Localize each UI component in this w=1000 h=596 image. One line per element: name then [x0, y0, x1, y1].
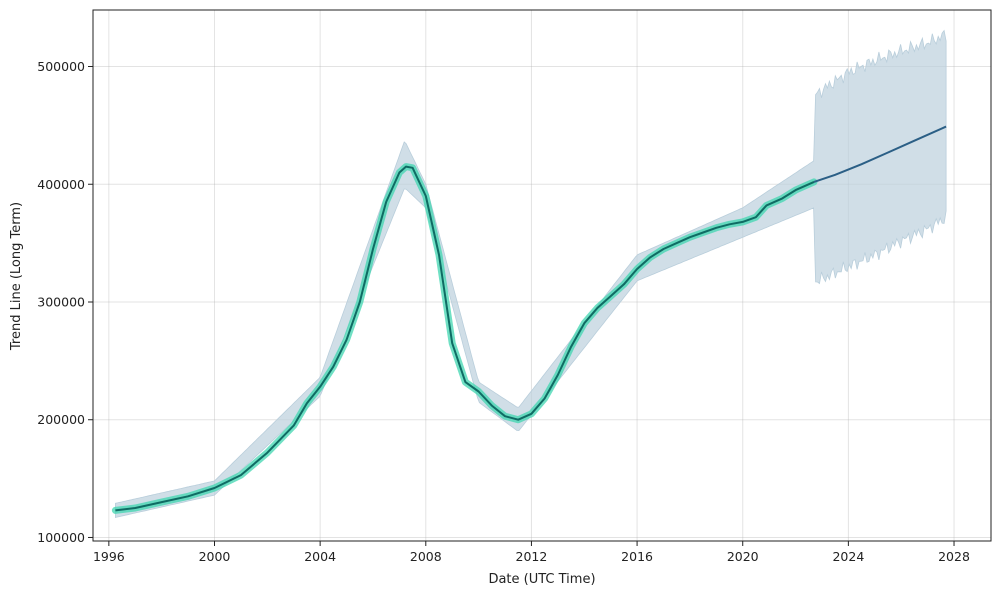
- y-axis-title: Trend Line (Long Term): [9, 202, 24, 351]
- x-tick-label: 2024: [832, 549, 864, 564]
- history-line: [115, 165, 815, 512]
- y-tick-label: 300000: [37, 294, 85, 309]
- y-tick-label: 500000: [37, 59, 85, 74]
- x-axis-title: Date (UTC Time): [488, 572, 595, 587]
- forecast-line: [813, 125, 947, 183]
- x-tick-label: 2016: [621, 549, 653, 564]
- x-tick-label: 2008: [410, 549, 442, 564]
- x-tick-label: 2012: [516, 549, 548, 564]
- x-tick-label: 2028: [938, 549, 970, 564]
- y-axis: 100000 200000 300000 400000 500000: [37, 59, 93, 545]
- x-tick-label: 2000: [199, 549, 231, 564]
- y-tick-label: 100000: [37, 530, 85, 545]
- uncertainty-band: [115, 29, 947, 519]
- x-tick-label: 1996: [93, 549, 125, 564]
- plot-frame: [92, 9, 992, 542]
- x-tick-label: 2020: [727, 549, 759, 564]
- x-tick-label: 2004: [304, 549, 336, 564]
- y-tick-label: 400000: [37, 177, 85, 192]
- y-tick-label: 200000: [37, 412, 85, 427]
- x-axis: 1996 2000 2004 2008 2012 2016 2020 2024 2028: [93, 541, 970, 564]
